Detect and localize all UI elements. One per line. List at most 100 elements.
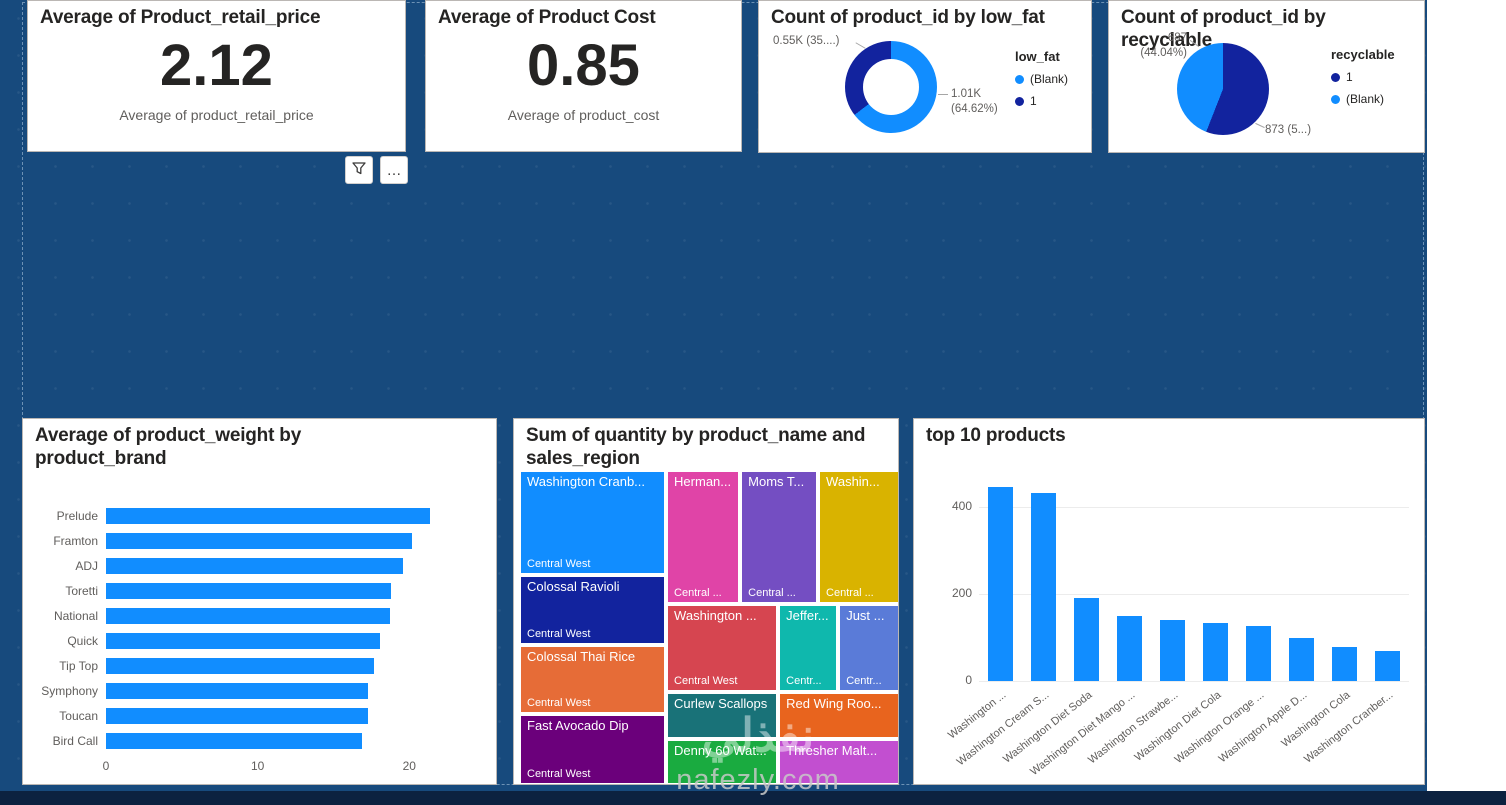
gridline [979, 594, 1409, 596]
bar[interactable] [106, 557, 404, 574]
card-brand-weight[interactable]: Average of product_weight by product_bra… [22, 418, 497, 785]
treemap-tile[interactable]: Colossal Ravioli Central West [520, 575, 666, 644]
tile-region: Central West [527, 767, 591, 780]
category-label: Bird Call [52, 733, 98, 748]
bar-row: Quick [23, 628, 432, 653]
ellipsis-icon: … [386, 161, 402, 179]
bar[interactable] [106, 607, 390, 624]
bar[interactable] [106, 632, 381, 649]
bar[interactable] [1246, 625, 1271, 681]
legend-label: (Blank) [1030, 72, 1069, 86]
tile-region: Central West [527, 696, 591, 709]
category-label: ADJ [75, 558, 98, 573]
bar[interactable] [1203, 623, 1228, 681]
treemap-tile[interactable]: Thresher Malt... [779, 739, 898, 784]
treemap-tile[interactable]: Jeffer... Centr... [779, 604, 838, 692]
card-top10-products[interactable]: top 10 products 0 200 400 Washington ... Wa… [913, 418, 1425, 785]
tile-name: Just ... [846, 607, 885, 623]
kpi-value: 2.12 [160, 32, 273, 98]
tile-name: Denny 60 Wat... [674, 742, 767, 758]
bar[interactable] [1289, 637, 1314, 681]
x-axis: 0 10 20 [103, 759, 432, 777]
bar[interactable] [106, 582, 392, 599]
x-axis-tick: 20 [402, 759, 416, 773]
treemap-tile[interactable]: Moms T... Central ... [741, 471, 818, 604]
bar-track [106, 557, 432, 574]
tile-name: Curlew Scallops [674, 695, 768, 711]
treemap-tile[interactable]: Red Wing Roo... [779, 692, 898, 738]
legend-label: (Blank) [1346, 92, 1385, 106]
category-label: Tip Top [59, 658, 98, 673]
bar-track [106, 682, 432, 699]
x-axis-tick: 10 [250, 759, 265, 773]
y-axis-tick: 0 [965, 673, 972, 687]
treemap-tile[interactable]: Just ... Centr... [839, 604, 898, 692]
treemap-tile[interactable]: Fast Avocado Dip Central West [520, 715, 666, 784]
kpi-value: 0.85 [527, 32, 640, 98]
legend-item[interactable]: (Blank) [1331, 92, 1395, 106]
legend-item[interactable]: (Blank) [1015, 72, 1068, 86]
treemap-tile[interactable]: Colossal Thai Rice Central West [520, 645, 666, 713]
bar[interactable] [1375, 650, 1400, 681]
legend-label: 1 [1030, 94, 1037, 108]
donut-chart[interactable] [845, 41, 937, 133]
card-avg-retail-price[interactable]: Average of Product_retail_price 2.12 Ave… [27, 0, 406, 152]
label-connector [855, 42, 866, 49]
bar[interactable] [1117, 615, 1142, 681]
treemap-tile[interactable]: Denny 60 Wat... [667, 739, 777, 784]
bar[interactable] [1332, 647, 1357, 681]
tile-name: Washin... [826, 474, 880, 489]
bar-track [106, 632, 432, 649]
treemap-tile[interactable]: Herman... Central ... [667, 471, 739, 604]
tile-name: Red Wing Roo... [786, 695, 882, 711]
bar-row: Toucan [23, 703, 432, 728]
card-quantity-treemap[interactable]: Sum of quantity by product_name and sale… [513, 418, 899, 785]
bar[interactable] [988, 486, 1013, 681]
card-recyclable-pie[interactable]: Count of product_id by recyclable 687 (4… [1108, 0, 1425, 153]
report-canvas: Average of Product_retail_price 2.12 Ave… [0, 0, 1427, 791]
treemap-tile[interactable]: Curlew Scallops [667, 692, 777, 738]
visual-title: Count of product_id by recyclable [1121, 7, 1326, 51]
more-options-button[interactable]: … [380, 156, 408, 184]
card-lowfat-donut[interactable]: Count of product_id by low_fat 0.55K (35… [758, 0, 1092, 153]
bar-track [106, 532, 432, 549]
bar-row: Framton [23, 528, 432, 553]
bar[interactable] [106, 707, 369, 724]
gridline [979, 507, 1409, 509]
plot-area [979, 481, 1409, 682]
pie-chart[interactable] [1177, 43, 1269, 135]
data-label: 873 (5...) [1265, 124, 1312, 136]
bar-row: Symphony [23, 678, 432, 703]
bar[interactable] [1031, 493, 1056, 681]
visual-title: Count of product_id by low_fat [771, 7, 1045, 28]
tile-name: Jeffer... [786, 607, 829, 623]
bar[interactable] [106, 657, 375, 674]
legend: low_fat (Blank) 1 [1015, 49, 1068, 108]
tile-name: Herman... [674, 474, 732, 489]
treemap-tile[interactable]: Washington ... Central West [667, 604, 777, 692]
tile-region: Central West [527, 627, 591, 640]
bar-track [106, 582, 432, 599]
filter-button[interactable] [345, 156, 373, 184]
bar[interactable] [106, 532, 413, 549]
funnel-icon [352, 161, 366, 179]
category-label: Toretti [65, 583, 98, 598]
brand-weight-bar-chart: Prelude Framton ADJ Toretti National Quick Tip… [23, 503, 432, 777]
legend-dot [1331, 72, 1340, 82]
bar[interactable] [1160, 620, 1185, 681]
treemap-tile[interactable]: Washin... Central ... [819, 471, 898, 604]
treemap-tile[interactable]: Washington Cranb... Central West [520, 471, 666, 574]
y-axis-tick: 400 [951, 499, 972, 514]
bar-rows: Prelude Framton ADJ Toretti National Quick Tip… [23, 503, 432, 753]
tile-name: Colossal Ravioli [527, 578, 620, 594]
bar[interactable] [106, 507, 431, 524]
legend-item[interactable]: 1 [1331, 70, 1395, 84]
bar[interactable] [1074, 598, 1099, 681]
legend-item[interactable]: 1 [1015, 94, 1068, 108]
kpi-sublabel: Average of product_cost [507, 106, 660, 123]
tile-region: Central West [674, 675, 738, 688]
bar[interactable] [106, 682, 369, 699]
bar[interactable] [106, 732, 363, 749]
bar-row: Prelude [23, 503, 432, 528]
card-avg-product-cost[interactable]: Average of Product Cost 0.85 Average of … [425, 0, 742, 152]
